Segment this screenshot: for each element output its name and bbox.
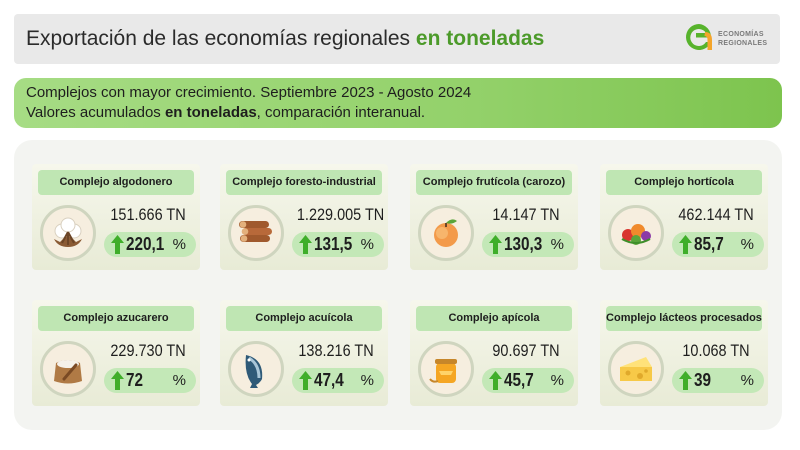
cheese-icon <box>620 357 652 381</box>
export-value: 90.697 TN <box>492 341 560 360</box>
growth-pill: 47,4 % <box>292 368 384 393</box>
growth-value: 130,3 <box>504 234 543 254</box>
sugar-sack-icon <box>54 360 82 384</box>
export-value: 229.730 TN <box>110 341 186 360</box>
percent-sign: % <box>550 236 564 253</box>
card-acuicola: Complejo acuícola 138.216 TN 47,4 % <box>220 300 388 406</box>
card-label: Complejo azucarero <box>38 306 194 331</box>
export-value: 151.666 TN <box>110 205 186 224</box>
card-horticola: Complejo hortícola 462.144 TN 85,7 % <box>600 164 768 270</box>
export-value: 462.144 TN <box>678 205 754 224</box>
percent-sign: % <box>360 236 374 253</box>
growth-pill: 72 % <box>104 368 196 393</box>
icon-badge <box>418 341 474 397</box>
percent-sign: % <box>360 372 374 389</box>
icon-badge <box>608 341 664 397</box>
growth-value: 131,5 <box>314 234 353 254</box>
subtitle-line-1: Complejos con mayor crecimiento. Septiem… <box>26 84 472 101</box>
card-label: Complejo hortícola <box>606 170 762 195</box>
arrow-up-icon <box>489 235 502 254</box>
icon-badge <box>40 341 96 397</box>
export-value: 14.147 TN <box>492 205 560 224</box>
growth-value: 220,1 <box>126 234 165 254</box>
title-bar: Exportación de las economías regionales … <box>14 14 780 64</box>
growth-pill: 39 % <box>672 368 764 393</box>
percent-sign: % <box>172 372 186 389</box>
card-fruticola: Complejo frutícola (carozo) 14.147 TN 13… <box>410 164 578 270</box>
card-label: Complejo apícola <box>416 306 572 331</box>
icon-badge <box>418 205 474 261</box>
subtitle-line-2-bold: en toneladas <box>164 104 257 121</box>
card-foresto-industrial: Complejo foresto-industrial 1.229.005 TN… <box>220 164 388 270</box>
growth-pill: 131,5 % <box>292 232 384 257</box>
title-accent: en toneladas <box>415 27 545 50</box>
arrow-up-icon <box>299 371 312 390</box>
subtitle-line-2-prefix: Valores acumulados <box>26 104 165 121</box>
card-apicola: Complejo apícola 90.697 TN 45,7 % <box>410 300 578 406</box>
arrow-up-icon <box>111 235 124 254</box>
logo-text-top: ECONOMÍAS <box>718 31 764 38</box>
card-label: Complejo frutícola (carozo) <box>416 170 572 195</box>
arrow-up-icon <box>299 235 312 254</box>
growth-value: 45,7 <box>504 370 534 390</box>
percent-sign: % <box>172 236 186 253</box>
card-label: Complejo acuícola <box>226 306 382 331</box>
honey-icon <box>429 359 457 383</box>
arrow-up-icon <box>679 235 692 254</box>
growth-pill: 220,1 % <box>104 232 196 257</box>
icon-badge <box>608 205 664 261</box>
percent-sign: % <box>740 372 754 389</box>
growth-pill: 45,7 % <box>482 368 574 393</box>
export-value: 138.216 TN <box>298 341 374 360</box>
arrow-up-icon <box>111 371 124 390</box>
card-label: Complejo foresto-industrial <box>226 170 382 195</box>
vegetables-icon <box>621 224 651 245</box>
logs-icon <box>239 221 272 242</box>
growth-value: 47,4 <box>314 370 344 390</box>
subtitle-line-2-suffix: , comparación interanual. <box>256 104 426 121</box>
export-value: 10.068 TN <box>682 341 750 360</box>
icon-badge <box>228 341 284 397</box>
card-algodonero: Complejo algodonero 151.666 TN 220,1 % <box>32 164 200 270</box>
title-text: Exportación de las economías regionales <box>26 27 416 50</box>
logo: ECONOMÍAS REGIONALES <box>682 20 772 56</box>
card-label: Complejo lácteos procesados <box>606 306 762 331</box>
peach-icon <box>434 219 458 247</box>
icon-badge <box>40 205 96 261</box>
subtitle-box: Complejos con mayor crecimiento. Septiem… <box>14 78 782 128</box>
logo-mark-icon <box>686 24 712 50</box>
growth-value: 39 <box>694 370 712 390</box>
growth-value: 85,7 <box>694 234 724 254</box>
card-label: Complejo algodonero <box>38 170 194 195</box>
subtitle-line-2: Valores acumulados en toneladas, compara… <box>26 103 770 123</box>
cotton-icon <box>54 217 82 247</box>
fish-icon <box>245 355 263 388</box>
arrow-up-icon <box>489 371 502 390</box>
icon-badge <box>228 205 284 261</box>
growth-pill: 85,7 % <box>672 232 764 257</box>
card-lacteos: Complejo lácteos procesados 10.068 TN 39… <box>600 300 768 406</box>
page-title: Exportación de las economías regionales … <box>26 27 544 51</box>
percent-sign: % <box>740 236 754 253</box>
growth-value: 72 <box>126 370 144 390</box>
logo-text-bottom: REGIONALES <box>718 40 768 47</box>
arrow-up-icon <box>679 371 692 390</box>
card-azucarero: Complejo azucarero 229.730 TN 72 % <box>32 300 200 406</box>
export-value: 1.229.005 TN <box>296 205 385 224</box>
growth-pill: 130,3 % <box>482 232 574 257</box>
percent-sign: % <box>550 372 564 389</box>
